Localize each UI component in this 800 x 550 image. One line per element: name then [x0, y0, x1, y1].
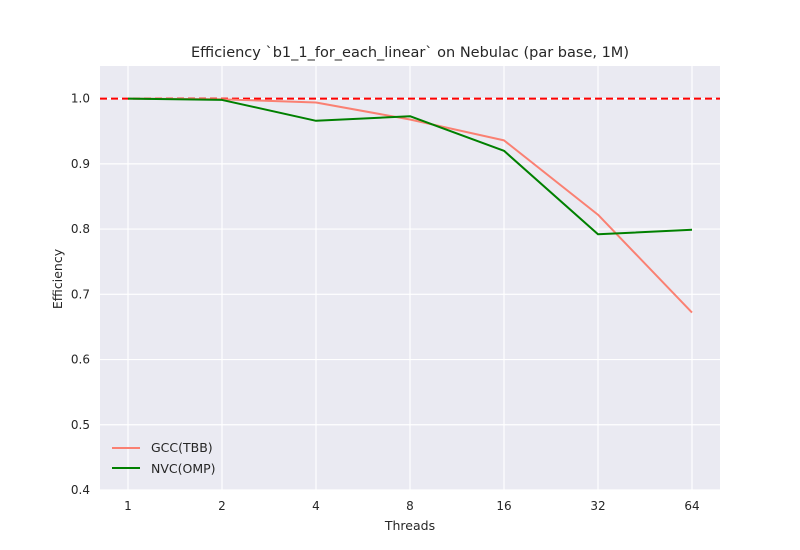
- y-tick-label: 0.4: [71, 483, 90, 497]
- chart-title: Efficiency `b1_1_for_each_linear` on Neb…: [191, 45, 629, 61]
- x-axis-label: Threads: [384, 518, 435, 533]
- y-tick-label: 0.9: [71, 157, 90, 171]
- x-tick-label: 1: [124, 499, 132, 513]
- x-tick-label: 32: [590, 499, 605, 513]
- y-axis-ticks: 0.4 0.5 0.6 0.7 0.8 0.9 1.0: [71, 92, 90, 497]
- x-tick-label: 8: [406, 499, 414, 513]
- x-tick-label: 16: [496, 499, 511, 513]
- y-tick-label: 0.6: [71, 353, 90, 367]
- y-tick-label: 0.7: [71, 287, 90, 301]
- y-axis-label: Efficiency: [50, 248, 65, 309]
- legend-label-nvc-omp: NVC(OMP): [151, 461, 216, 476]
- x-tick-label: 64: [684, 499, 699, 513]
- y-tick-label: 1.0: [71, 92, 90, 106]
- x-tick-label: 2: [218, 499, 226, 513]
- y-tick-label: 0.8: [71, 222, 90, 236]
- y-tick-label: 0.5: [71, 418, 90, 432]
- x-axis-ticks: 1 2 4 8 16 32 64: [124, 499, 699, 513]
- x-tick-label: 4: [312, 499, 320, 513]
- legend-label-gcc-tbb: GCC(TBB): [151, 440, 213, 455]
